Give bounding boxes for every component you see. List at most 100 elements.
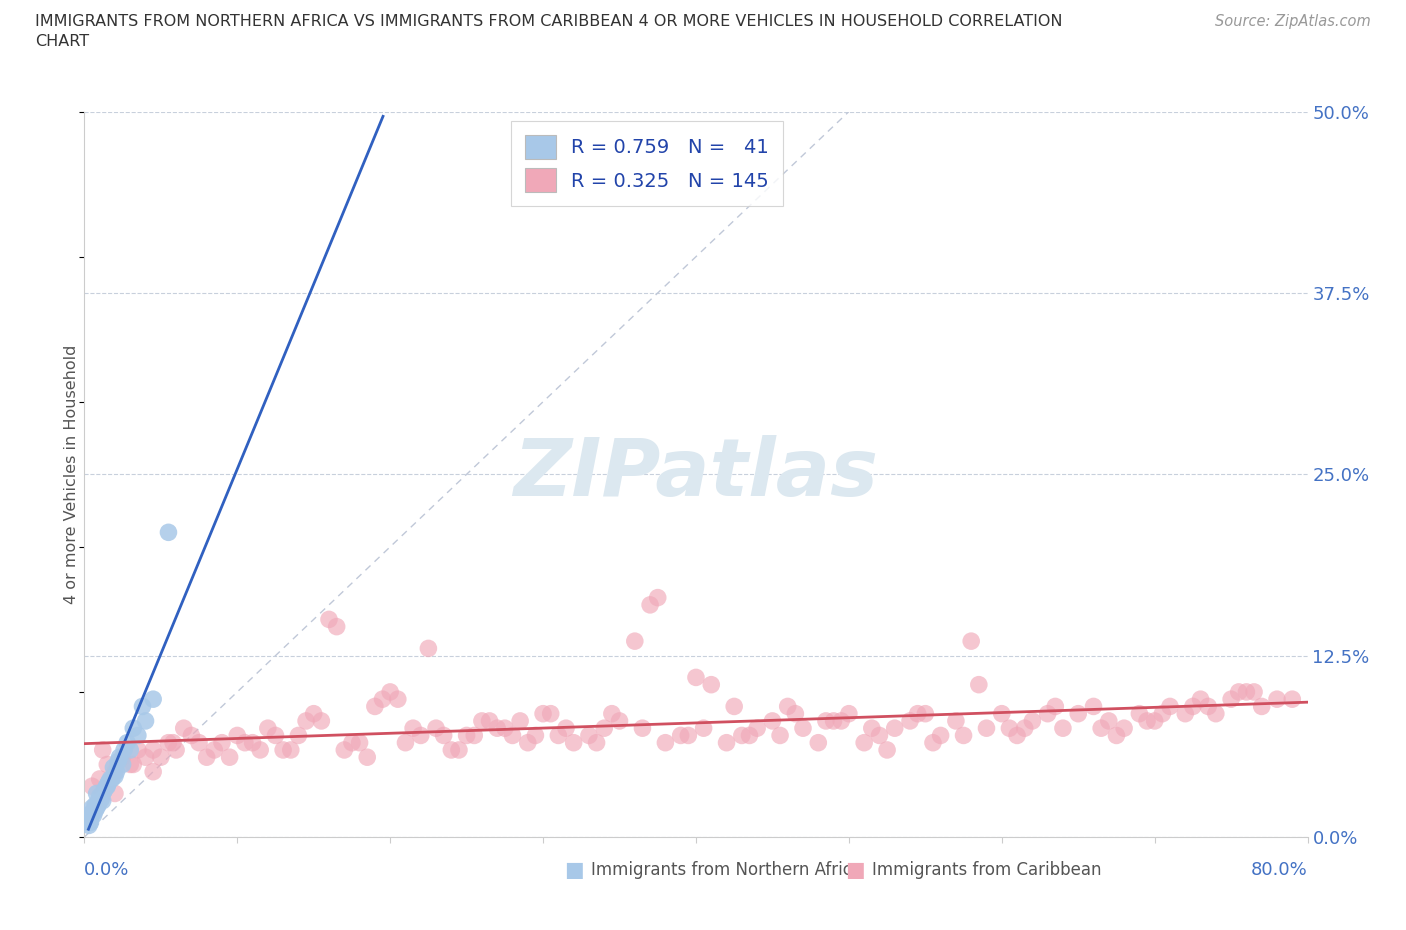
Point bbox=[547, 728, 569, 743]
Point bbox=[418, 641, 440, 656]
Point bbox=[578, 728, 600, 743]
Point bbox=[79, 812, 101, 827]
Point bbox=[94, 780, 117, 795]
Point bbox=[80, 778, 103, 793]
Point bbox=[524, 728, 547, 743]
Point bbox=[311, 713, 333, 728]
Point bbox=[135, 750, 157, 764]
Point bbox=[142, 692, 165, 707]
Point bbox=[898, 713, 921, 728]
Point bbox=[173, 721, 195, 736]
Point bbox=[86, 786, 108, 801]
Point bbox=[1128, 706, 1150, 721]
Point bbox=[922, 736, 945, 751]
Point bbox=[631, 721, 654, 736]
Text: Source: ZipAtlas.com: Source: ZipAtlas.com bbox=[1215, 14, 1371, 29]
Point bbox=[716, 736, 738, 751]
Point bbox=[509, 713, 531, 728]
Point bbox=[195, 750, 218, 764]
Point bbox=[149, 750, 172, 764]
Point bbox=[502, 728, 524, 743]
Point bbox=[333, 742, 356, 757]
Point bbox=[1067, 706, 1090, 721]
Point bbox=[394, 736, 416, 751]
Point bbox=[162, 736, 184, 751]
Point bbox=[120, 742, 142, 757]
Point bbox=[157, 736, 180, 751]
Point bbox=[1114, 721, 1136, 736]
Point bbox=[907, 706, 929, 721]
Point bbox=[723, 699, 745, 714]
Point bbox=[747, 721, 769, 736]
Point bbox=[280, 742, 302, 757]
Point bbox=[318, 612, 340, 627]
Point bbox=[692, 721, 714, 736]
Point bbox=[700, 677, 723, 692]
Point bbox=[600, 706, 623, 721]
Point bbox=[960, 633, 983, 648]
Point bbox=[112, 742, 135, 757]
Point bbox=[79, 815, 101, 830]
Legend: R = 0.759   N =   41, R = 0.325   N = 145: R = 0.759 N = 41, R = 0.325 N = 145 bbox=[512, 121, 783, 206]
Point bbox=[929, 728, 952, 743]
Point bbox=[433, 728, 456, 743]
Point bbox=[287, 728, 309, 743]
Point bbox=[1236, 684, 1258, 699]
Point bbox=[211, 736, 233, 751]
Point bbox=[456, 728, 478, 743]
Point bbox=[914, 706, 936, 721]
Point bbox=[593, 721, 616, 736]
Point bbox=[1189, 692, 1212, 707]
Point bbox=[1021, 713, 1043, 728]
Point bbox=[371, 692, 394, 707]
Point bbox=[540, 706, 562, 721]
Point bbox=[91, 742, 114, 757]
Point bbox=[380, 684, 402, 699]
Point bbox=[91, 786, 114, 801]
Point bbox=[1014, 721, 1036, 736]
Point bbox=[1090, 721, 1112, 736]
Text: Immigrants from Northern Africa: Immigrants from Northern Africa bbox=[591, 860, 862, 879]
Point bbox=[1205, 706, 1227, 721]
Point bbox=[609, 713, 631, 728]
Point bbox=[494, 721, 516, 736]
Y-axis label: 4 or more Vehicles in Household: 4 or more Vehicles in Household bbox=[63, 345, 79, 604]
Point bbox=[120, 757, 142, 772]
Point bbox=[624, 633, 647, 648]
Point bbox=[402, 721, 425, 736]
Point bbox=[1143, 713, 1166, 728]
Point bbox=[830, 713, 852, 728]
Point bbox=[157, 525, 180, 539]
Point bbox=[90, 791, 112, 806]
Point bbox=[364, 699, 387, 714]
Point bbox=[585, 736, 607, 751]
Point bbox=[562, 736, 585, 751]
Point bbox=[1265, 692, 1288, 707]
Point bbox=[142, 764, 165, 779]
Point bbox=[1281, 692, 1303, 707]
Point bbox=[111, 750, 134, 764]
Point bbox=[226, 728, 249, 743]
Point bbox=[486, 721, 509, 736]
Point bbox=[249, 742, 271, 757]
Text: ZIPatlas: ZIPatlas bbox=[513, 435, 879, 513]
Point bbox=[785, 706, 807, 721]
Point bbox=[409, 728, 432, 743]
Point bbox=[77, 818, 100, 833]
Point bbox=[127, 728, 149, 743]
Point bbox=[257, 721, 280, 736]
Point bbox=[792, 721, 814, 736]
Point bbox=[776, 699, 799, 714]
Point bbox=[769, 728, 792, 743]
Point bbox=[264, 728, 287, 743]
Point bbox=[1052, 721, 1074, 736]
Point bbox=[1181, 699, 1204, 714]
Point bbox=[97, 775, 120, 790]
Point bbox=[678, 728, 700, 743]
Point bbox=[814, 713, 837, 728]
Text: 0.0%: 0.0% bbox=[84, 860, 129, 879]
Point bbox=[101, 772, 124, 787]
Point bbox=[945, 713, 967, 728]
Point bbox=[1159, 699, 1181, 714]
Point bbox=[967, 677, 990, 692]
